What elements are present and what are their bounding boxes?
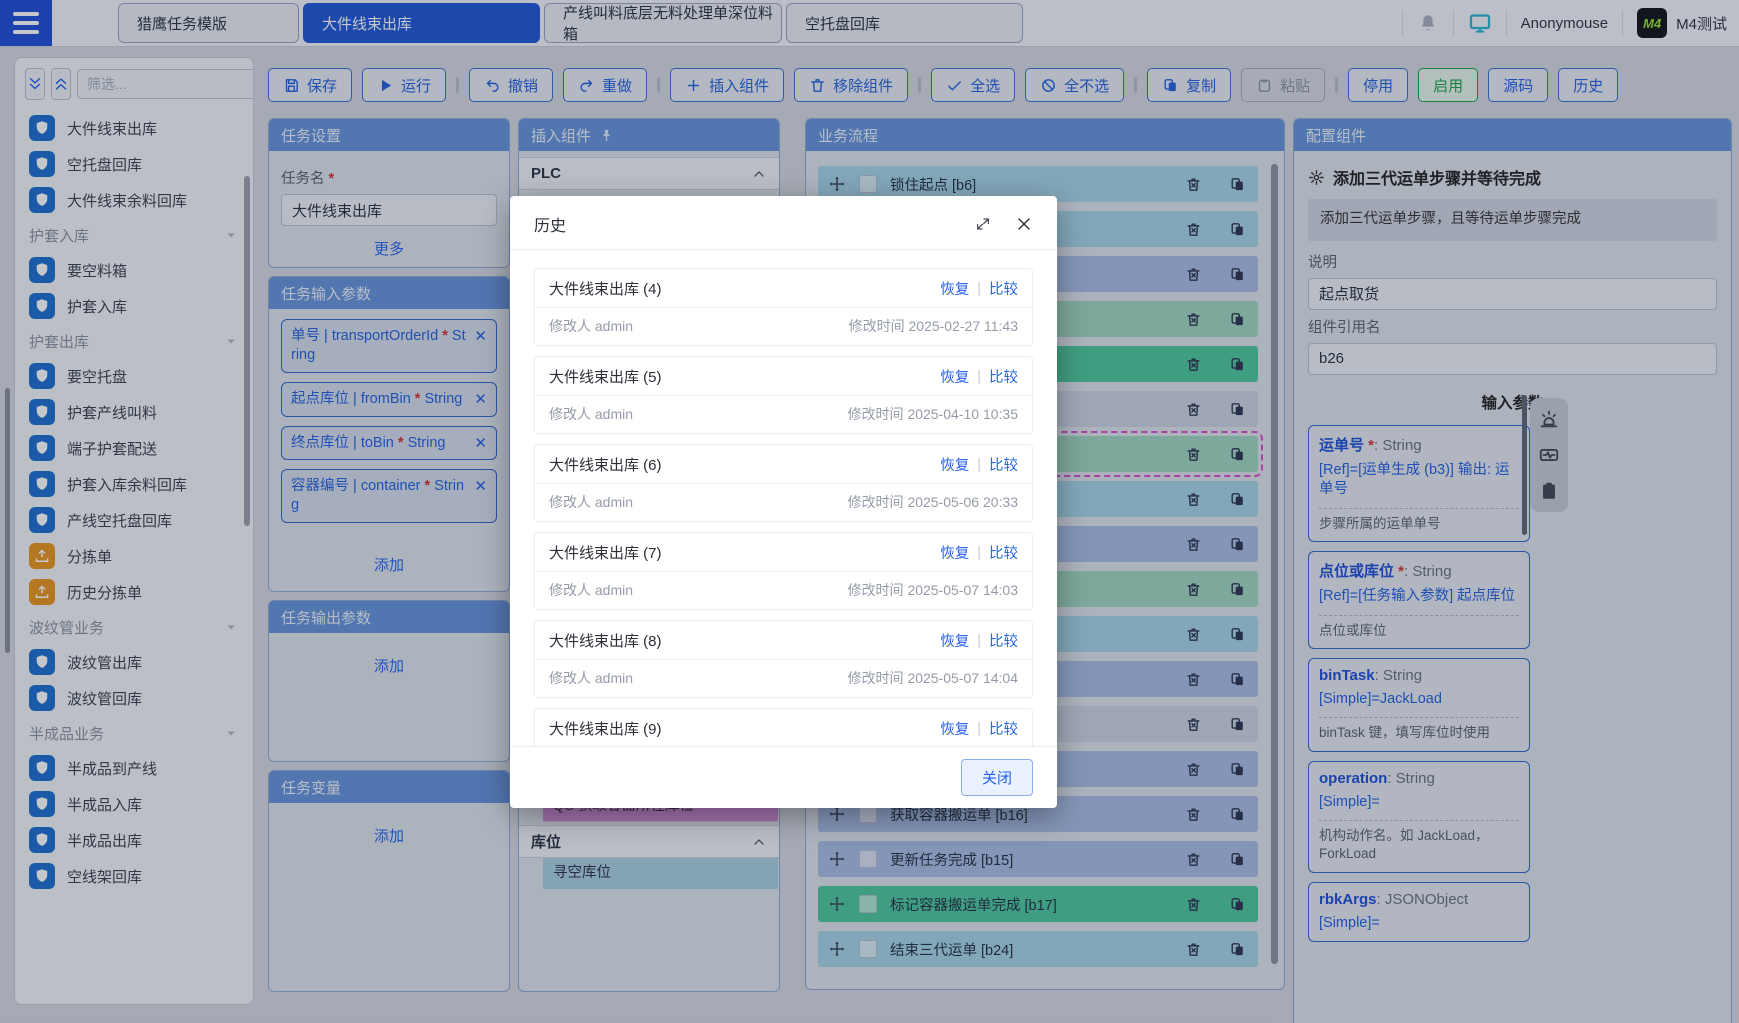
modified-by: 修改人 admin xyxy=(549,580,633,600)
restore-link[interactable]: 恢复 xyxy=(940,630,969,651)
compare-link[interactable]: 比较 xyxy=(989,630,1018,651)
compare-link[interactable]: 比较 xyxy=(989,454,1018,475)
modal-body: 大件线束出库 (4)恢复|比较修改人 admin修改时间 2025-02-27 … xyxy=(510,250,1057,746)
link-separator: | xyxy=(977,633,981,649)
history-entry: 大件线束出库 (4) 恢复 | 比较修改人 admin 修改时间 2025-02-27 … xyxy=(534,268,1033,346)
close-button[interactable]: 关闭 xyxy=(961,759,1033,796)
entry-actions: 恢复 | 比较 xyxy=(940,718,1018,739)
close-icon[interactable] xyxy=(1015,215,1033,233)
entry-name: 大件线束出库 (7) xyxy=(549,542,662,563)
link-separator: | xyxy=(977,369,981,385)
link-separator: | xyxy=(977,545,981,561)
entry-top: 大件线束出库 (6) 恢复 | 比较 xyxy=(535,445,1032,483)
modified-time: 修改时间 2025-02-27 11:43 xyxy=(849,316,1018,336)
modified-time: 修改时间 2025-05-07 14:03 xyxy=(848,580,1018,600)
entry-top: 大件线束出库 (7) 恢复 | 比较 xyxy=(535,533,1032,571)
entry-actions: 恢复 | 比较 xyxy=(940,542,1018,563)
modal-header: 历史 xyxy=(510,196,1057,250)
history-entry: 大件线束出库 (5) 恢复 | 比较修改人 admin 修改时间 2025-04-10 … xyxy=(534,356,1033,434)
entry-actions: 恢复 | 比较 xyxy=(940,454,1018,475)
entry-top: 大件线束出库 (5) 恢复 | 比较 xyxy=(535,357,1032,395)
restore-link[interactable]: 恢复 xyxy=(940,718,969,739)
link-separator: | xyxy=(977,281,981,297)
app-window: 猎鹰任务模版大件线束出库产线叫料底层无料处理单深位料箱空托盘回库 Anonymo… xyxy=(0,0,1739,1023)
expand-icon[interactable] xyxy=(975,216,991,232)
modal-title: 历史 xyxy=(534,212,566,236)
compare-link[interactable]: 比较 xyxy=(989,366,1018,387)
entry-actions: 恢复 | 比较 xyxy=(940,630,1018,651)
entry-top: 大件线束出库 (4) 恢复 | 比较 xyxy=(535,269,1032,307)
modified-time: 修改时间 2025-04-10 10:35 xyxy=(848,404,1018,424)
entry-actions: 恢复 | 比较 xyxy=(940,278,1018,299)
entry-meta: 修改人 admin 修改时间 2025-05-07 14:04 xyxy=(535,660,1032,697)
entry-actions: 恢复 | 比较 xyxy=(940,366,1018,387)
entry-top: 大件线束出库 (9) 恢复 | 比较 xyxy=(535,709,1032,746)
restore-link[interactable]: 恢复 xyxy=(940,366,969,387)
entry-top: 大件线束出库 (8) 恢复 | 比较 xyxy=(535,621,1032,659)
history-entry: 大件线束出库 (7) 恢复 | 比较修改人 admin 修改时间 2025-05-07 … xyxy=(534,532,1033,610)
entry-meta: 修改人 admin 修改时间 2025-02-27 11:43 xyxy=(535,308,1032,345)
entry-name: 大件线束出库 (9) xyxy=(549,718,662,739)
modified-by: 修改人 admin xyxy=(549,316,633,336)
modified-time: 修改时间 2025-05-07 14:04 xyxy=(848,668,1018,688)
history-entry: 大件线束出库 (8) 恢复 | 比较修改人 admin 修改时间 2025-05-07 … xyxy=(534,620,1033,698)
compare-link[interactable]: 比较 xyxy=(989,718,1018,739)
compare-link[interactable]: 比较 xyxy=(989,278,1018,299)
entry-name: 大件线束出库 (6) xyxy=(549,454,662,475)
restore-link[interactable]: 恢复 xyxy=(940,278,969,299)
modified-by: 修改人 admin xyxy=(549,668,633,688)
modified-time: 修改时间 2025-05-06 20:33 xyxy=(848,492,1018,512)
link-separator: | xyxy=(977,457,981,473)
entry-meta: 修改人 admin 修改时间 2025-04-10 10:35 xyxy=(535,396,1032,433)
restore-link[interactable]: 恢复 xyxy=(940,542,969,563)
entry-meta: 修改人 admin 修改时间 2025-05-06 20:33 xyxy=(535,484,1032,521)
modified-by: 修改人 admin xyxy=(549,404,633,424)
history-entry: 大件线束出库 (9)恢复|比较修改人 admin修改时间 2025-05-07 … xyxy=(534,708,1033,746)
link-separator: | xyxy=(977,721,981,737)
entry-name: 大件线束出库 (5) xyxy=(549,366,662,387)
entry-meta: 修改人 admin 修改时间 2025-05-07 14:03 xyxy=(535,572,1032,609)
compare-link[interactable]: 比较 xyxy=(989,542,1018,563)
modal-footer: 关闭 xyxy=(510,746,1057,808)
entry-name: 大件线束出库 (8) xyxy=(549,630,662,651)
entry-name: 大件线束出库 (4) xyxy=(549,278,662,299)
restore-link[interactable]: 恢复 xyxy=(940,454,969,475)
history-entry: 大件线束出库 (6) 恢复 | 比较修改人 admin 修改时间 2025-05-06 … xyxy=(534,444,1033,522)
modified-by: 修改人 admin xyxy=(549,492,633,512)
history-modal: 历史 大件线束出库 (4)恢复|比较修改人 admin修改时间 2025-02-… xyxy=(510,196,1057,808)
